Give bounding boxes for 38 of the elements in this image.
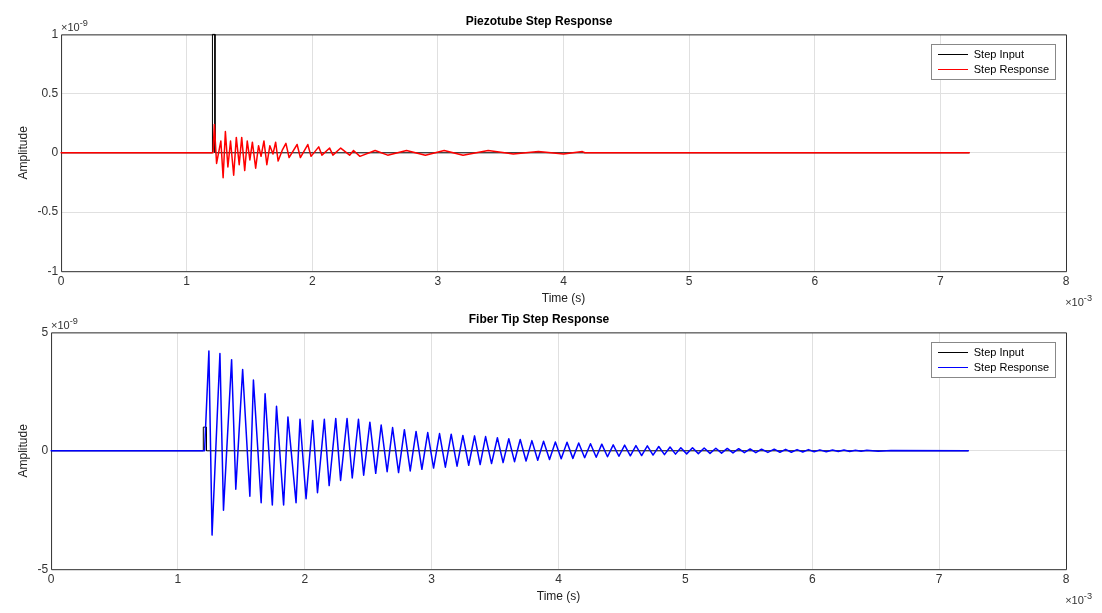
x-tick-label: 4 xyxy=(555,571,563,586)
text: ×10$^{-9}$ xyxy=(61,18,88,34)
legend-label: Step Input xyxy=(973,47,1024,63)
y-tick-label: -5 xyxy=(37,561,49,576)
y-tick-label: -0.5 xyxy=(37,204,59,219)
x-tick-label: 2 xyxy=(301,571,309,586)
x-tick-label: 6 xyxy=(811,273,819,288)
chart-title: Fiber Tip Step Response xyxy=(468,311,610,326)
text: ×10$^{-3}$ xyxy=(1065,591,1092,606)
x-tick-label: 1 xyxy=(174,571,182,586)
x-tick-label: 1 xyxy=(183,273,191,288)
x-tick-label: 2 xyxy=(308,273,316,288)
y-tick-label: 0 xyxy=(51,145,59,160)
x-tick-label: 3 xyxy=(428,571,436,586)
y-tick-label: 0.5 xyxy=(41,85,59,100)
legend-label: Step Response xyxy=(973,62,1049,78)
x-tick-label: 5 xyxy=(682,571,690,586)
y-tick-label: 0 xyxy=(41,443,49,458)
x-tick-label: 7 xyxy=(935,571,943,586)
y-tick-label: -1 xyxy=(47,263,59,278)
x-tick-label: 3 xyxy=(434,273,442,288)
x-tick-label: 6 xyxy=(808,571,816,586)
text: ×10$^{-9}$ xyxy=(51,316,78,332)
x-axis-title: Time (s) xyxy=(541,291,586,306)
x-axis-title: Time (s) xyxy=(536,589,581,604)
text: ×10$^{-3}$ xyxy=(1065,293,1092,308)
legend-label: Step Response xyxy=(973,360,1049,376)
x-tick-label: 5 xyxy=(685,273,693,288)
chart-title: Piezotube Step Response xyxy=(465,13,613,28)
x-tick-label: 7 xyxy=(937,273,945,288)
x-tick-label: 8 xyxy=(1062,571,1070,586)
y-tick-label: 5 xyxy=(41,324,49,339)
x-tick-label: 8 xyxy=(1062,273,1070,288)
legend-label: Step Input xyxy=(973,345,1024,361)
y-axis-title: Amplitude xyxy=(15,423,30,478)
y-tick-label: 1 xyxy=(51,26,59,41)
x-tick-label: 4 xyxy=(560,273,568,288)
y-axis-title: Amplitude xyxy=(15,125,30,180)
